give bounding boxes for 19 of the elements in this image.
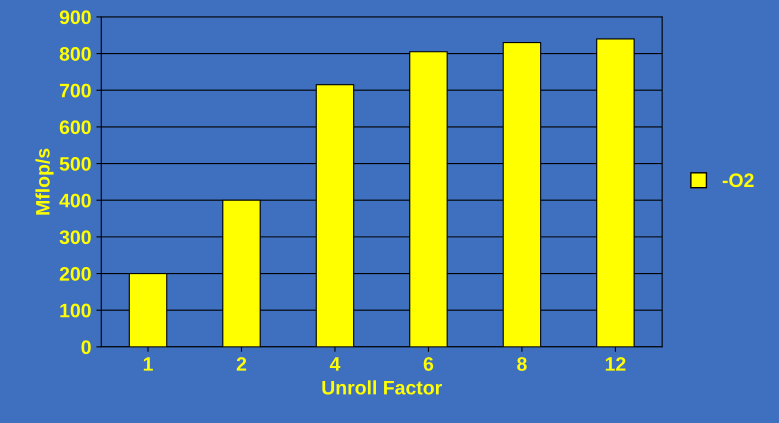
x-axis-title: Unroll Factor [322, 380, 442, 395]
x-tick-label: 2 [236, 357, 246, 371]
x-tick-label: 8 [517, 357, 527, 371]
y-tick-label: 800 [60, 47, 91, 61]
x-tick-label: 1 [144, 357, 153, 371]
y-tick-label: 100 [60, 304, 91, 318]
y-tick-label: 0 [82, 340, 91, 354]
y-tick-label: 200 [60, 267, 91, 281]
x-tick-label: 12 [606, 357, 626, 371]
y-tick-label: 300 [60, 230, 91, 244]
x-tick-label: 4 [330, 357, 340, 371]
legend-label: -O2 [722, 173, 754, 188]
y-axis-title: Mflop/s [35, 148, 54, 215]
y-tick-label: 500 [60, 157, 91, 171]
y-tick-label: 700 [60, 84, 91, 98]
y-tick-label: 600 [60, 120, 91, 134]
y-tick-label: 400 [59, 194, 91, 208]
y-tick-label: 900 [60, 10, 91, 24]
x-tick-label: 6 [424, 357, 434, 371]
